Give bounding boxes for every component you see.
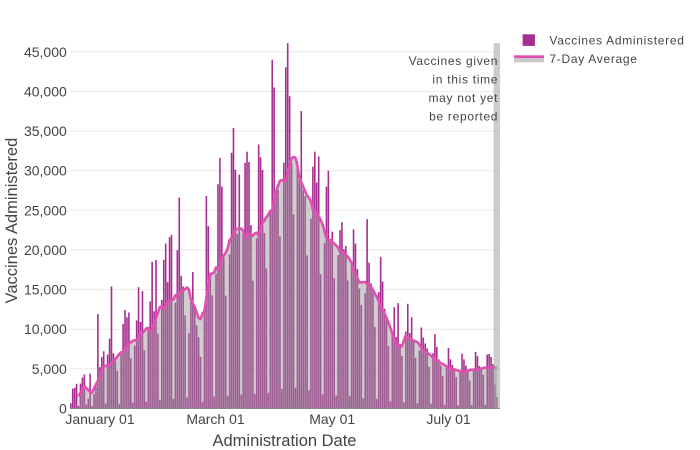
svg-text:January 01: January 01 [65, 411, 134, 427]
svg-text:Vaccines given: Vaccines given [409, 54, 499, 68]
svg-text:10,000: 10,000 [24, 321, 67, 337]
svg-text:45,000: 45,000 [24, 44, 67, 60]
svg-text:Vaccines Administered: Vaccines Administered [3, 138, 21, 304]
svg-text:40,000: 40,000 [24, 83, 67, 99]
svg-text:30,000: 30,000 [24, 163, 67, 179]
svg-text:Vaccines Administered: Vaccines Administered [549, 34, 684, 48]
svg-text:25,000: 25,000 [24, 202, 67, 218]
svg-text:7-Day Average: 7-Day Average [549, 52, 637, 66]
svg-text:15,000: 15,000 [24, 282, 67, 298]
svg-text:May 01: May 01 [309, 411, 355, 427]
svg-text:be reported: be reported [429, 110, 498, 124]
svg-text:35,000: 35,000 [24, 123, 67, 139]
svg-text:March 01: March 01 [186, 411, 245, 427]
svg-text:20,000: 20,000 [24, 242, 67, 258]
svg-text:0: 0 [59, 400, 67, 416]
svg-text:may not yet: may not yet [428, 91, 498, 105]
svg-text:5,000: 5,000 [32, 361, 67, 377]
svg-text:in this time: in this time [432, 73, 498, 87]
svg-text:Administration Date: Administration Date [213, 432, 357, 450]
svg-text:July 01: July 01 [426, 411, 471, 427]
